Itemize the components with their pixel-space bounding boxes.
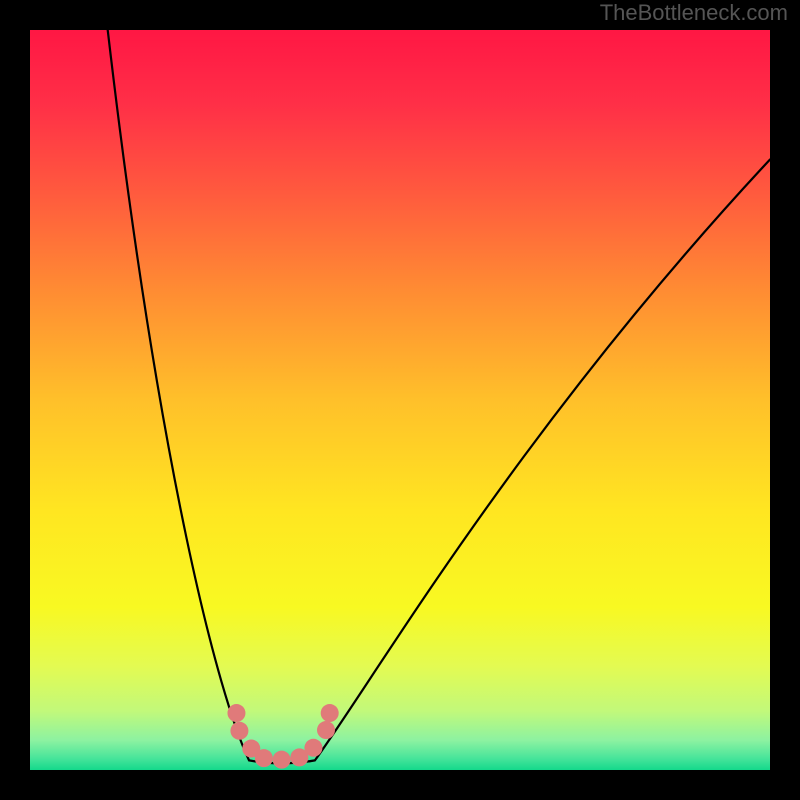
curve-marker: [227, 704, 245, 722]
bottleneck-chart: [0, 0, 800, 800]
watermark-text: TheBottleneck.com: [600, 0, 788, 26]
curve-marker: [321, 704, 339, 722]
curve-marker: [304, 739, 322, 757]
gradient-plot-area: [30, 30, 770, 770]
curve-marker: [317, 721, 335, 739]
curve-marker: [273, 751, 291, 769]
curve-marker: [230, 722, 248, 740]
curve-marker: [255, 749, 273, 767]
chart-container: TheBottleneck.com: [0, 0, 800, 800]
